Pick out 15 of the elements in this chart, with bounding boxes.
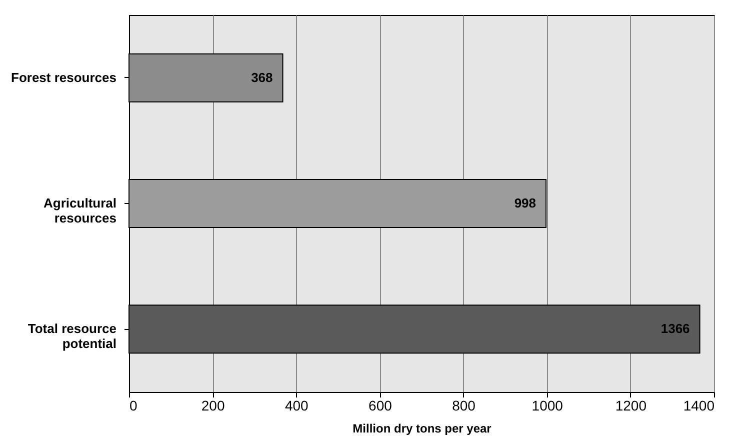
- x-tick-label: 1200: [615, 398, 647, 414]
- x-tick-label: 1400: [683, 398, 715, 414]
- y-tick-label: Total resource potential: [28, 321, 116, 352]
- data-label: 368: [251, 70, 273, 85]
- x-tick-label: 800: [452, 398, 476, 414]
- x-tick-label: 1000: [532, 398, 564, 414]
- x-tick-label: 200: [201, 398, 225, 414]
- data-label: 998: [514, 196, 536, 210]
- y-tick-label: Forest resources: [11, 70, 116, 85]
- x-tick-label: 0: [130, 398, 138, 414]
- x-axis-title: Million dry tons per year: [352, 422, 492, 436]
- x-tick-label: 600: [368, 398, 392, 414]
- y-tick-label: Agricultural resources: [44, 196, 116, 226]
- x-tick-label: 400: [284, 398, 309, 414]
- data-label: 1366: [660, 321, 690, 336]
